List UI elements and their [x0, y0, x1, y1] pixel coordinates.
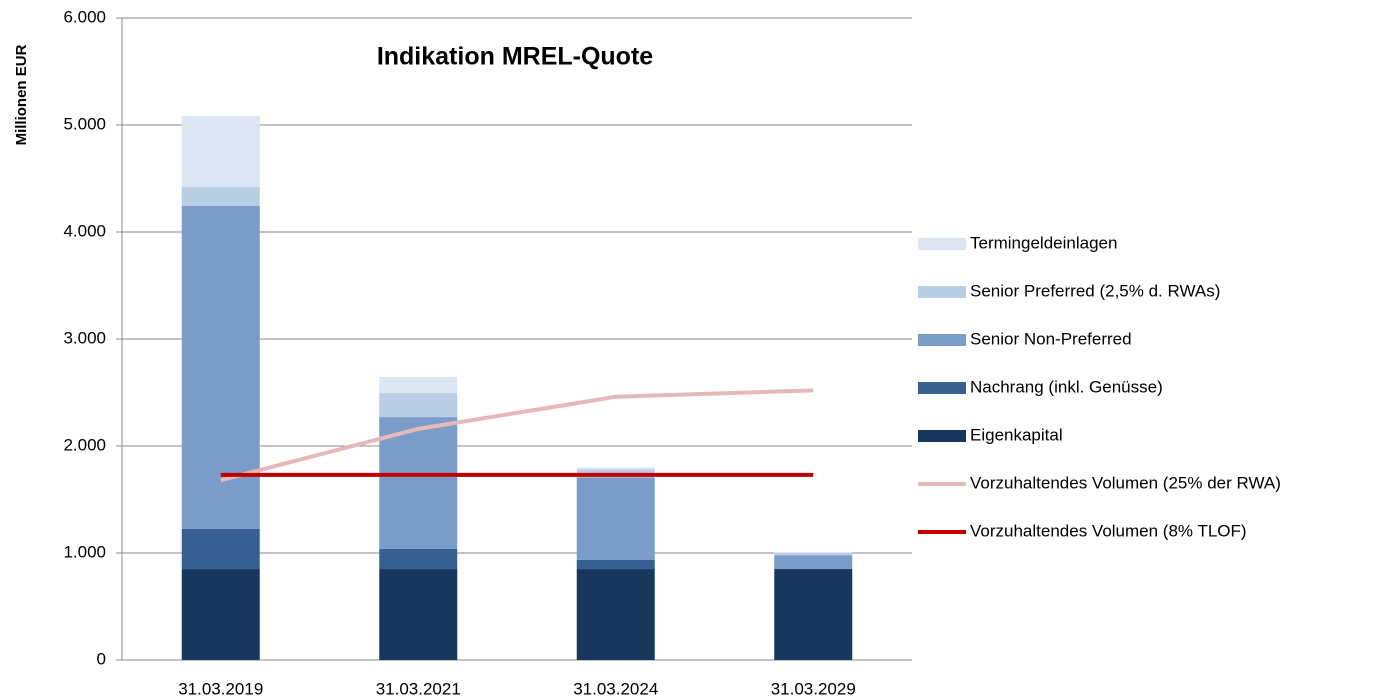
x-tick-label: 31.03.2021 — [376, 679, 461, 698]
y-tick-label: 1.000 — [63, 542, 106, 561]
bar-segment — [181, 528, 260, 570]
bar-segment — [181, 205, 260, 529]
bar-segment — [181, 569, 260, 660]
bar-segment — [181, 115, 260, 188]
x-tick-label: 31.03.2024 — [573, 679, 658, 698]
legend-label: Senior Non-Preferred — [970, 329, 1132, 348]
bar-segment — [379, 548, 458, 570]
bar-segment — [774, 551, 853, 553]
bar-segment — [181, 187, 260, 206]
legend-label: Vorzuhaltendes Volumen (25% der RWA) — [970, 473, 1281, 492]
bar-segment — [774, 569, 853, 660]
legend-swatch — [918, 334, 966, 346]
y-tick-label: 3.000 — [63, 328, 106, 347]
legend-label: Termingeldeinlagen — [970, 233, 1117, 252]
legend-swatch — [918, 382, 966, 394]
y-tick-label: 5.000 — [63, 114, 106, 133]
y-tick-label: 2.000 — [63, 435, 106, 454]
bar-segment — [576, 569, 655, 660]
y-tick-label: 0 — [97, 649, 106, 668]
legend-label: Nachrang (inkl. Genüsse) — [970, 377, 1163, 396]
y-tick-label: 4.000 — [63, 221, 106, 240]
y-tick-label: 6.000 — [63, 7, 106, 26]
bar-segment — [576, 477, 655, 560]
legend-label: Senior Preferred (2,5% d. RWAs) — [970, 281, 1220, 300]
bar-segment — [379, 417, 458, 549]
y-axis-label: Millionen EUR — [13, 44, 30, 145]
legend-label: Eigenkapital — [970, 425, 1063, 444]
line-series — [220, 388, 814, 483]
bar-segment — [576, 559, 655, 570]
bar-segment — [774, 555, 853, 570]
bar-segment — [379, 376, 458, 394]
x-tick-label: 31.03.2029 — [771, 679, 856, 698]
legend-swatch — [918, 430, 966, 442]
legend-swatch — [918, 238, 966, 250]
legend-label: Vorzuhaltendes Volumen (8% TLOF) — [970, 521, 1247, 540]
legend-swatch — [918, 286, 966, 298]
bar-segment — [774, 553, 853, 556]
bar-segment — [379, 569, 458, 660]
chart-title: Indikation MREL-Quote — [377, 43, 653, 71]
bar-segment — [576, 467, 655, 470]
x-tick-label: 31.03.2019 — [178, 679, 263, 698]
bar-segment — [379, 393, 458, 418]
